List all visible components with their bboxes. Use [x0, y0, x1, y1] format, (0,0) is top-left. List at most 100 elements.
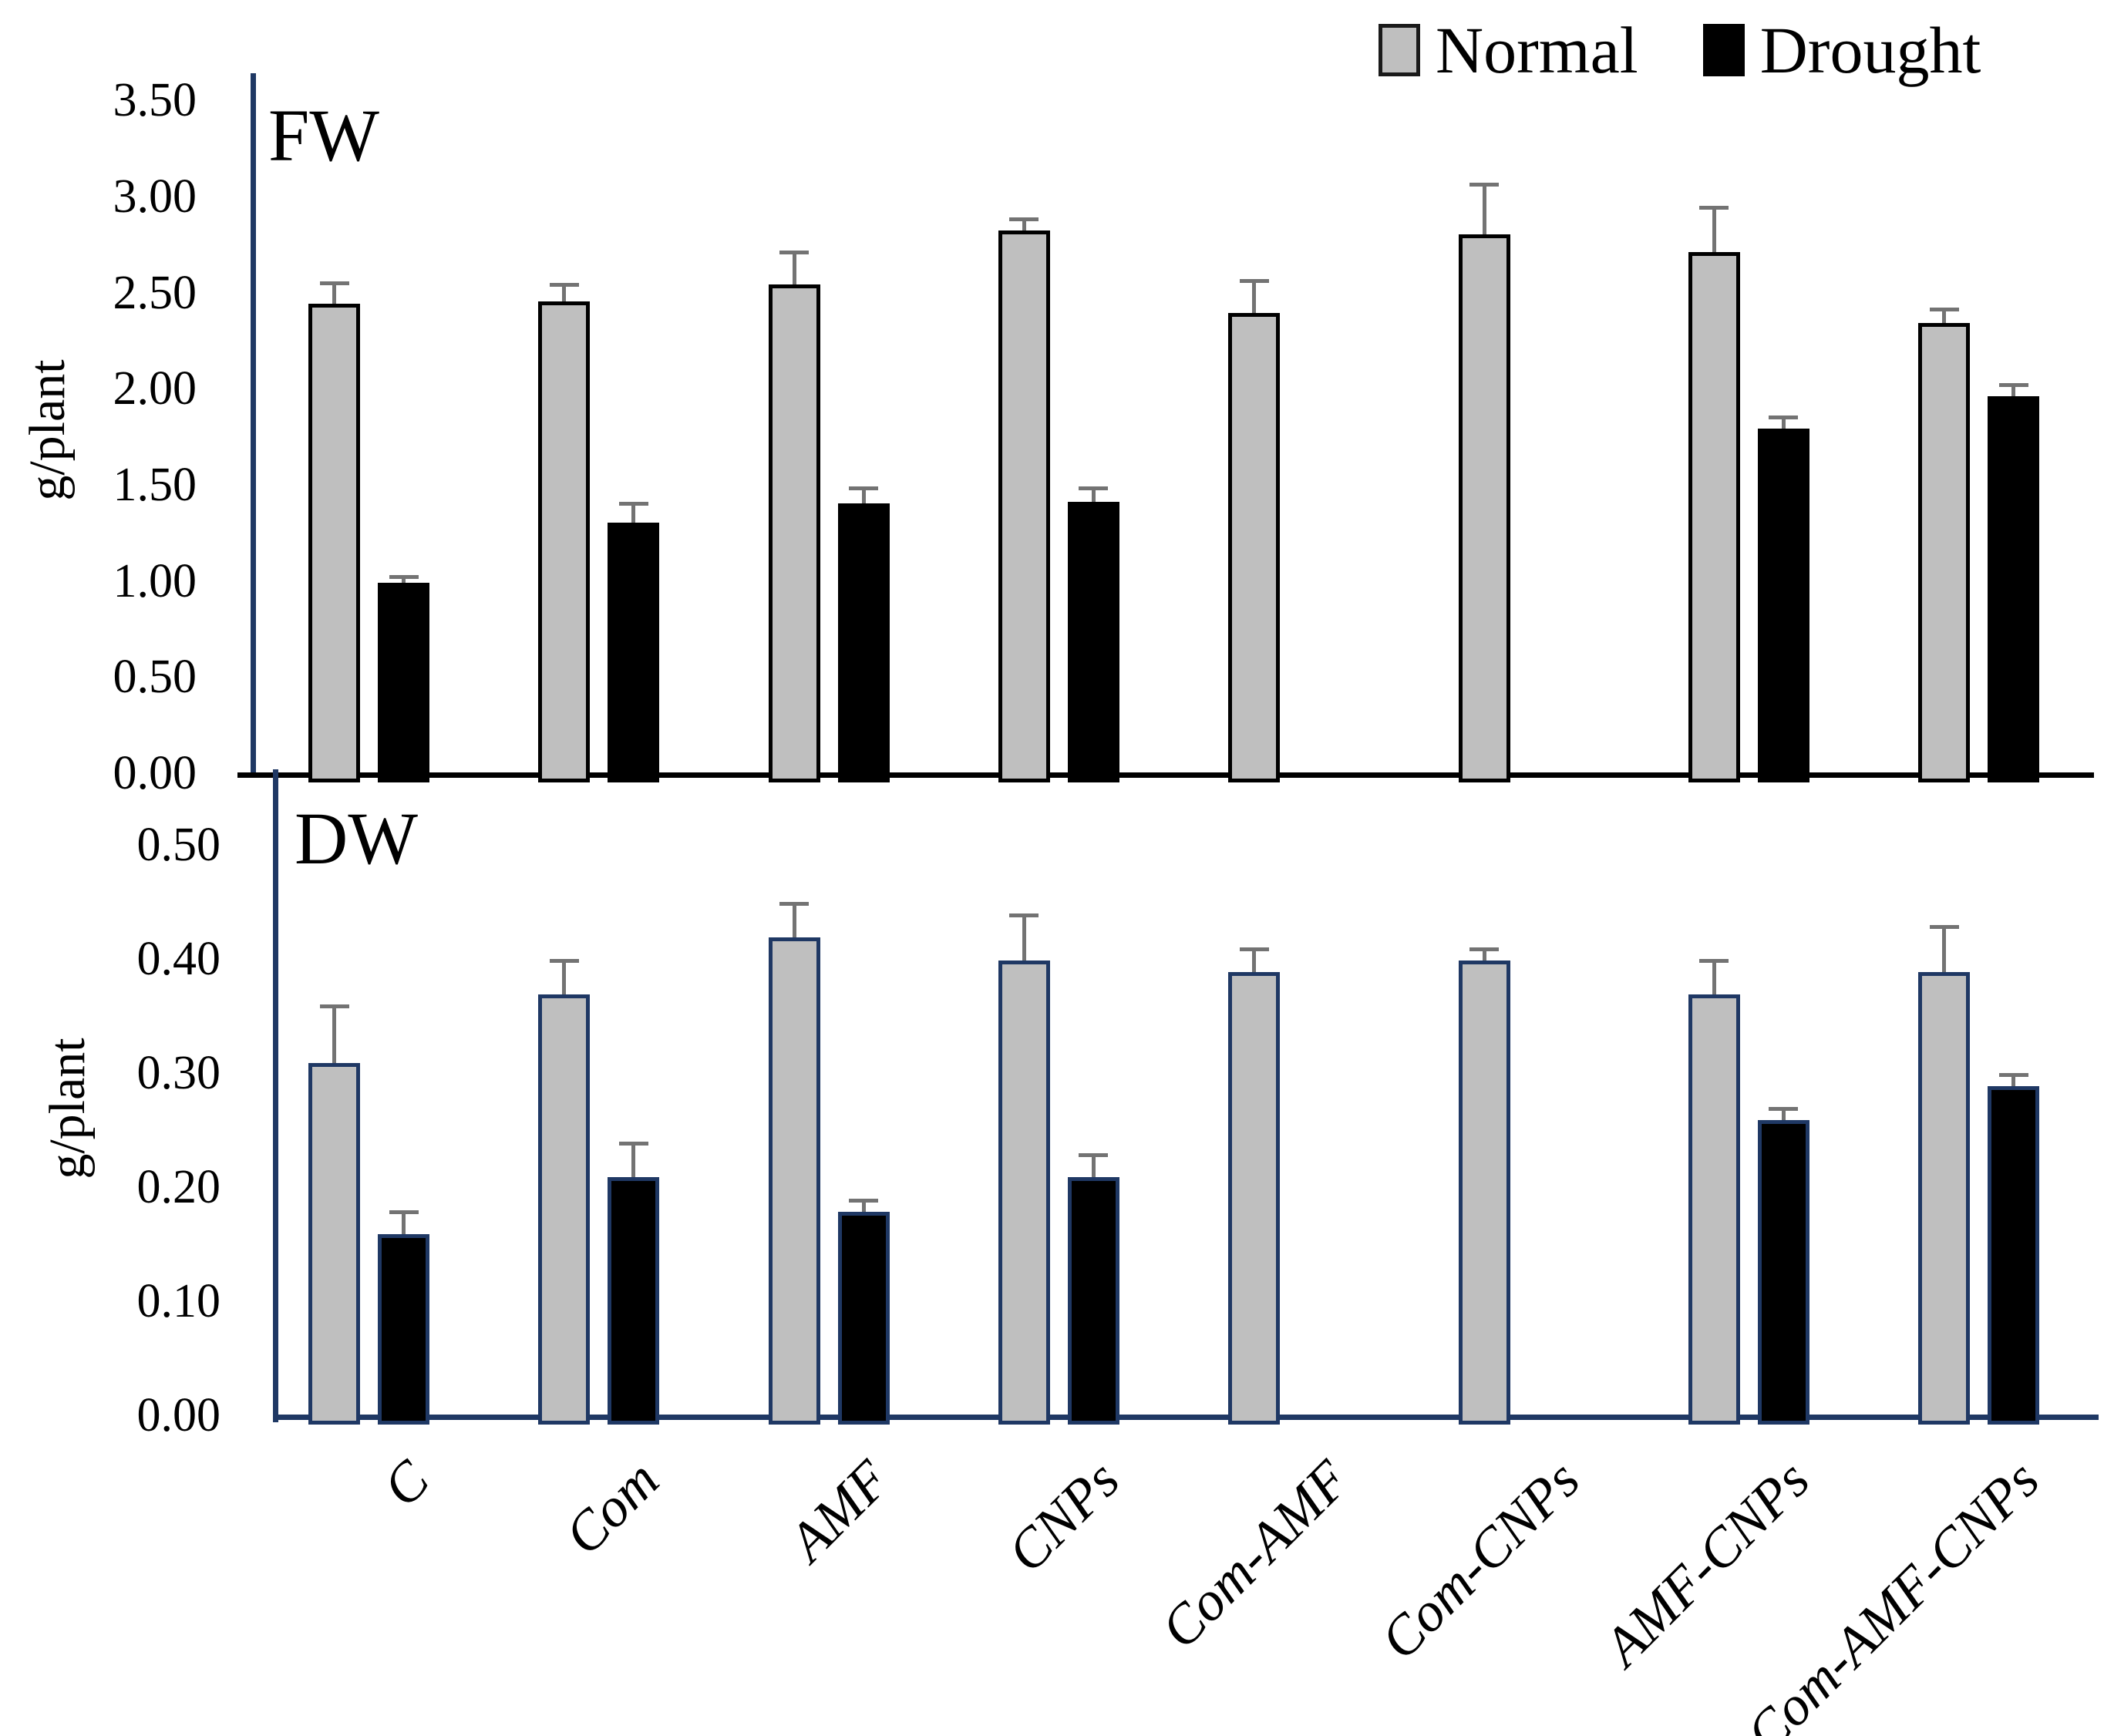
error-bar-cap: [1239, 947, 1269, 952]
error-bar-cap: [849, 1198, 879, 1203]
bar-fw-cnps-drought: [1067, 501, 1119, 782]
x-axis-label-c: C: [62, 1448, 441, 1736]
error-bar-cap: [1079, 1152, 1109, 1157]
error-bar-cap: [1769, 415, 1799, 420]
legend-item-normal: Normal: [1379, 17, 1638, 83]
error-bar-cap: [319, 1004, 349, 1009]
y-tick-label: 0.40: [136, 933, 221, 985]
error-bar-stem: [792, 251, 796, 285]
error-bar-cap: [618, 1141, 648, 1146]
bar-dw-com-amf-normal: [1228, 971, 1281, 1425]
y-tick-label: 0.00: [113, 747, 197, 799]
bar-dw-cnps-normal: [998, 961, 1050, 1425]
bar-fw-com-normal: [538, 301, 591, 782]
x-axis-label-com-amf-cnps: Com-AMF-CNPs: [1671, 1448, 2051, 1736]
y-tick-label: 0.00: [136, 1389, 221, 1442]
fw-x-baseline: [237, 772, 2094, 778]
error-bar-cap: [1929, 924, 1959, 929]
x-axis-label-text: CNPs: [995, 1448, 1131, 1584]
error-bar-cap: [1769, 1107, 1799, 1112]
bar-dw-amf-cnps-normal: [1688, 994, 1740, 1425]
error-bar-cap: [319, 281, 349, 285]
x-axis-label-text: AMF: [776, 1448, 901, 1573]
bar-fw-c-drought: [378, 582, 429, 782]
x-axis-label-text: Com-AMF: [1149, 1448, 1361, 1660]
bar-dw-c-normal: [308, 1063, 360, 1425]
x-axis-label-com-cnps: Com-CNPs: [1211, 1448, 1591, 1736]
bar-fw-c-normal: [308, 303, 360, 782]
legend-item-drought: Drought: [1702, 17, 1981, 83]
bar-fw-cnps-normal: [998, 230, 1050, 782]
error-bar-stem: [1781, 1109, 1786, 1121]
error-bar-cap: [1009, 217, 1039, 222]
error-bar-stem: [1022, 914, 1026, 961]
error-bar-stem: [861, 488, 866, 504]
error-bar-stem: [1781, 417, 1786, 429]
bar-fw-com-cnps-normal: [1458, 234, 1510, 782]
bar-fw-amf-normal: [768, 284, 820, 782]
bar-dw-com-amf-cnps-drought: [1988, 1085, 2040, 1425]
bar-dw-amf-drought: [837, 1211, 890, 1425]
bar-dw-amf-normal: [768, 937, 820, 1425]
bar-fw-amf-cnps-drought: [1757, 429, 1809, 782]
y-tick-label: 2.00: [113, 362, 197, 415]
error-bar-cap: [389, 1209, 419, 1214]
error-bar-cap: [1239, 279, 1269, 284]
y-tick-label: 0.30: [136, 1047, 221, 1099]
error-bar-stem: [631, 503, 636, 523]
error-bar-stem: [332, 282, 336, 304]
error-bar-stem: [1942, 309, 1947, 323]
error-bar-stem: [1482, 184, 1486, 235]
y-tick-label: 1.50: [113, 458, 197, 511]
bar-dw-com-cnps-normal: [1458, 961, 1510, 1425]
x-axis-label-text: Com: [553, 1448, 672, 1566]
fw-y-axis-line: [251, 73, 256, 777]
error-bar-cap: [618, 502, 648, 506]
bar-fw-com-drought: [608, 523, 660, 782]
error-bar-stem: [332, 1006, 336, 1064]
y-tick-label: 2.50: [113, 266, 197, 319]
error-bar-cap: [1469, 947, 1499, 952]
bar-dw-c-drought: [378, 1234, 429, 1425]
error-bar-cap: [1699, 959, 1729, 963]
error-bar-stem: [631, 1142, 636, 1178]
bar-dw-com-normal: [538, 994, 591, 1425]
error-bar-stem: [792, 903, 796, 938]
error-bar-stem: [1942, 926, 1947, 972]
error-bar-stem: [2011, 384, 2016, 396]
legend-swatch-drought-icon: [1702, 24, 1745, 76]
error-bar-cap: [1009, 913, 1039, 917]
y-tick-label: 0.10: [136, 1275, 221, 1327]
error-bar-cap: [1079, 486, 1109, 491]
y-tick-label: 3.00: [113, 170, 197, 223]
error-bar-stem: [1091, 1154, 1096, 1178]
bar-fw-com-amf-cnps-drought: [1988, 395, 2040, 782]
error-bar-cap: [549, 959, 579, 963]
x-axis-label-cnps: CNPs: [751, 1448, 1131, 1736]
dw-y-axis-line: [273, 769, 278, 1422]
legend-label-normal: Normal: [1436, 13, 1638, 87]
bar-fw-com-amf-normal: [1228, 313, 1281, 782]
error-bar-cap: [1998, 382, 2028, 387]
error-bar-cap: [849, 486, 879, 491]
error-bar-stem: [1712, 961, 1716, 995]
bar-dw-cnps-drought: [1067, 1177, 1119, 1425]
error-bar-stem: [1022, 219, 1026, 231]
y-tick-label: 3.50: [113, 74, 197, 127]
panel-title-dw: DW: [295, 797, 418, 880]
error-bar-stem: [562, 961, 567, 995]
bar-fw-com-amf-cnps-normal: [1918, 322, 1971, 782]
legend-swatch-normal-icon: [1379, 24, 1420, 76]
y-tick-label: 0.50: [113, 651, 197, 704]
error-bar-stem: [1252, 281, 1257, 314]
error-bar-stem: [2011, 1075, 2016, 1086]
error-bar-cap: [549, 283, 579, 288]
dw-x-baseline: [273, 1415, 2099, 1420]
x-axis-label-amf: AMF: [521, 1448, 901, 1736]
error-bar-cap: [779, 902, 810, 906]
y-tick-label: 0.20: [136, 1161, 221, 1213]
x-axis-label-text: AMF-CNPs: [1591, 1448, 1821, 1678]
x-axis-label-text: C: [371, 1448, 441, 1519]
x-axis-label-com-amf: Com-AMF: [981, 1448, 1361, 1736]
